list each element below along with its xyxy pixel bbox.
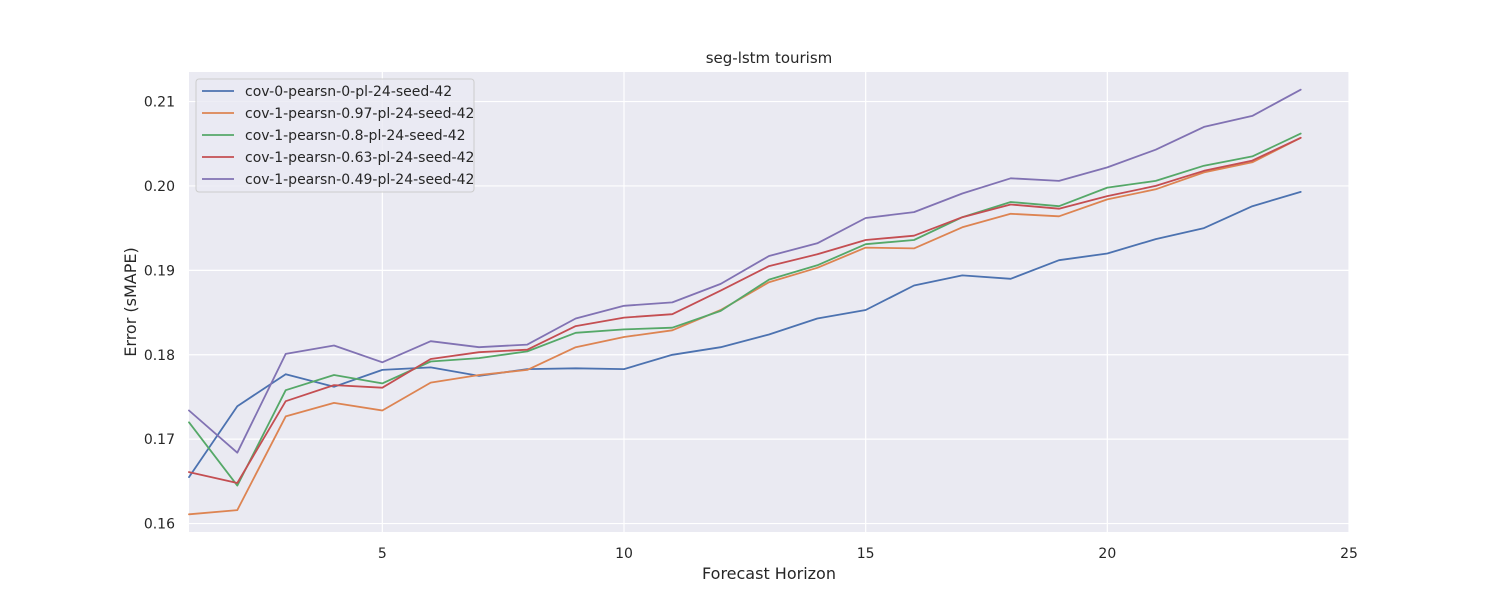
y-tick-label: 0.20 (144, 179, 175, 195)
legend-box (195, 78, 475, 193)
series-line-5 (188, 88, 1302, 454)
series-lines (188, 88, 1302, 516)
series-line-3 (188, 132, 1302, 487)
legend-label: cov-1-pearsn-0.49-pl-24-seed-42 (245, 172, 474, 188)
legend-label: cov-1-pearsn-0.8-pl-24-seed-42 (245, 128, 466, 144)
legend-label: cov-1-pearsn-0.97-pl-24-seed-42 (245, 106, 474, 122)
x-tick-label: 5 (378, 546, 387, 562)
y-tick-label: 0.16 (144, 517, 175, 533)
x-tick-label: 15 (857, 546, 875, 562)
x-tick-label: 20 (1098, 546, 1116, 562)
series-line-4 (188, 136, 1302, 484)
y-tick-label: 0.17 (144, 432, 175, 448)
y-tick-label: 0.19 (144, 263, 175, 279)
x-tick-label: 10 (615, 546, 633, 562)
chart-title: seg-lstm tourism (706, 49, 833, 67)
legend-label: cov-1-pearsn-0.63-pl-24-seed-42 (245, 150, 474, 166)
x-tick-label: 25 (1340, 546, 1358, 562)
y-axis-label: Error (sMAPE) (121, 247, 140, 356)
legend-label: cov-0-pearsn-0-pl-24-seed-42 (245, 84, 452, 100)
legend: cov-0-pearsn-0-pl-24-seed-42 cov-1-pearsn… (195, 78, 475, 193)
x-axis-label: Forecast Horizon (702, 564, 836, 583)
y-tick-label: 0.18 (144, 348, 175, 364)
y-tick-labels: 0.16 0.17 0.18 0.19 0.20 0.21 (144, 95, 175, 533)
y-tick-label: 0.21 (144, 95, 175, 111)
x-tick-labels: 5 10 15 20 25 (378, 546, 1358, 562)
series-line-1 (188, 190, 1302, 479)
